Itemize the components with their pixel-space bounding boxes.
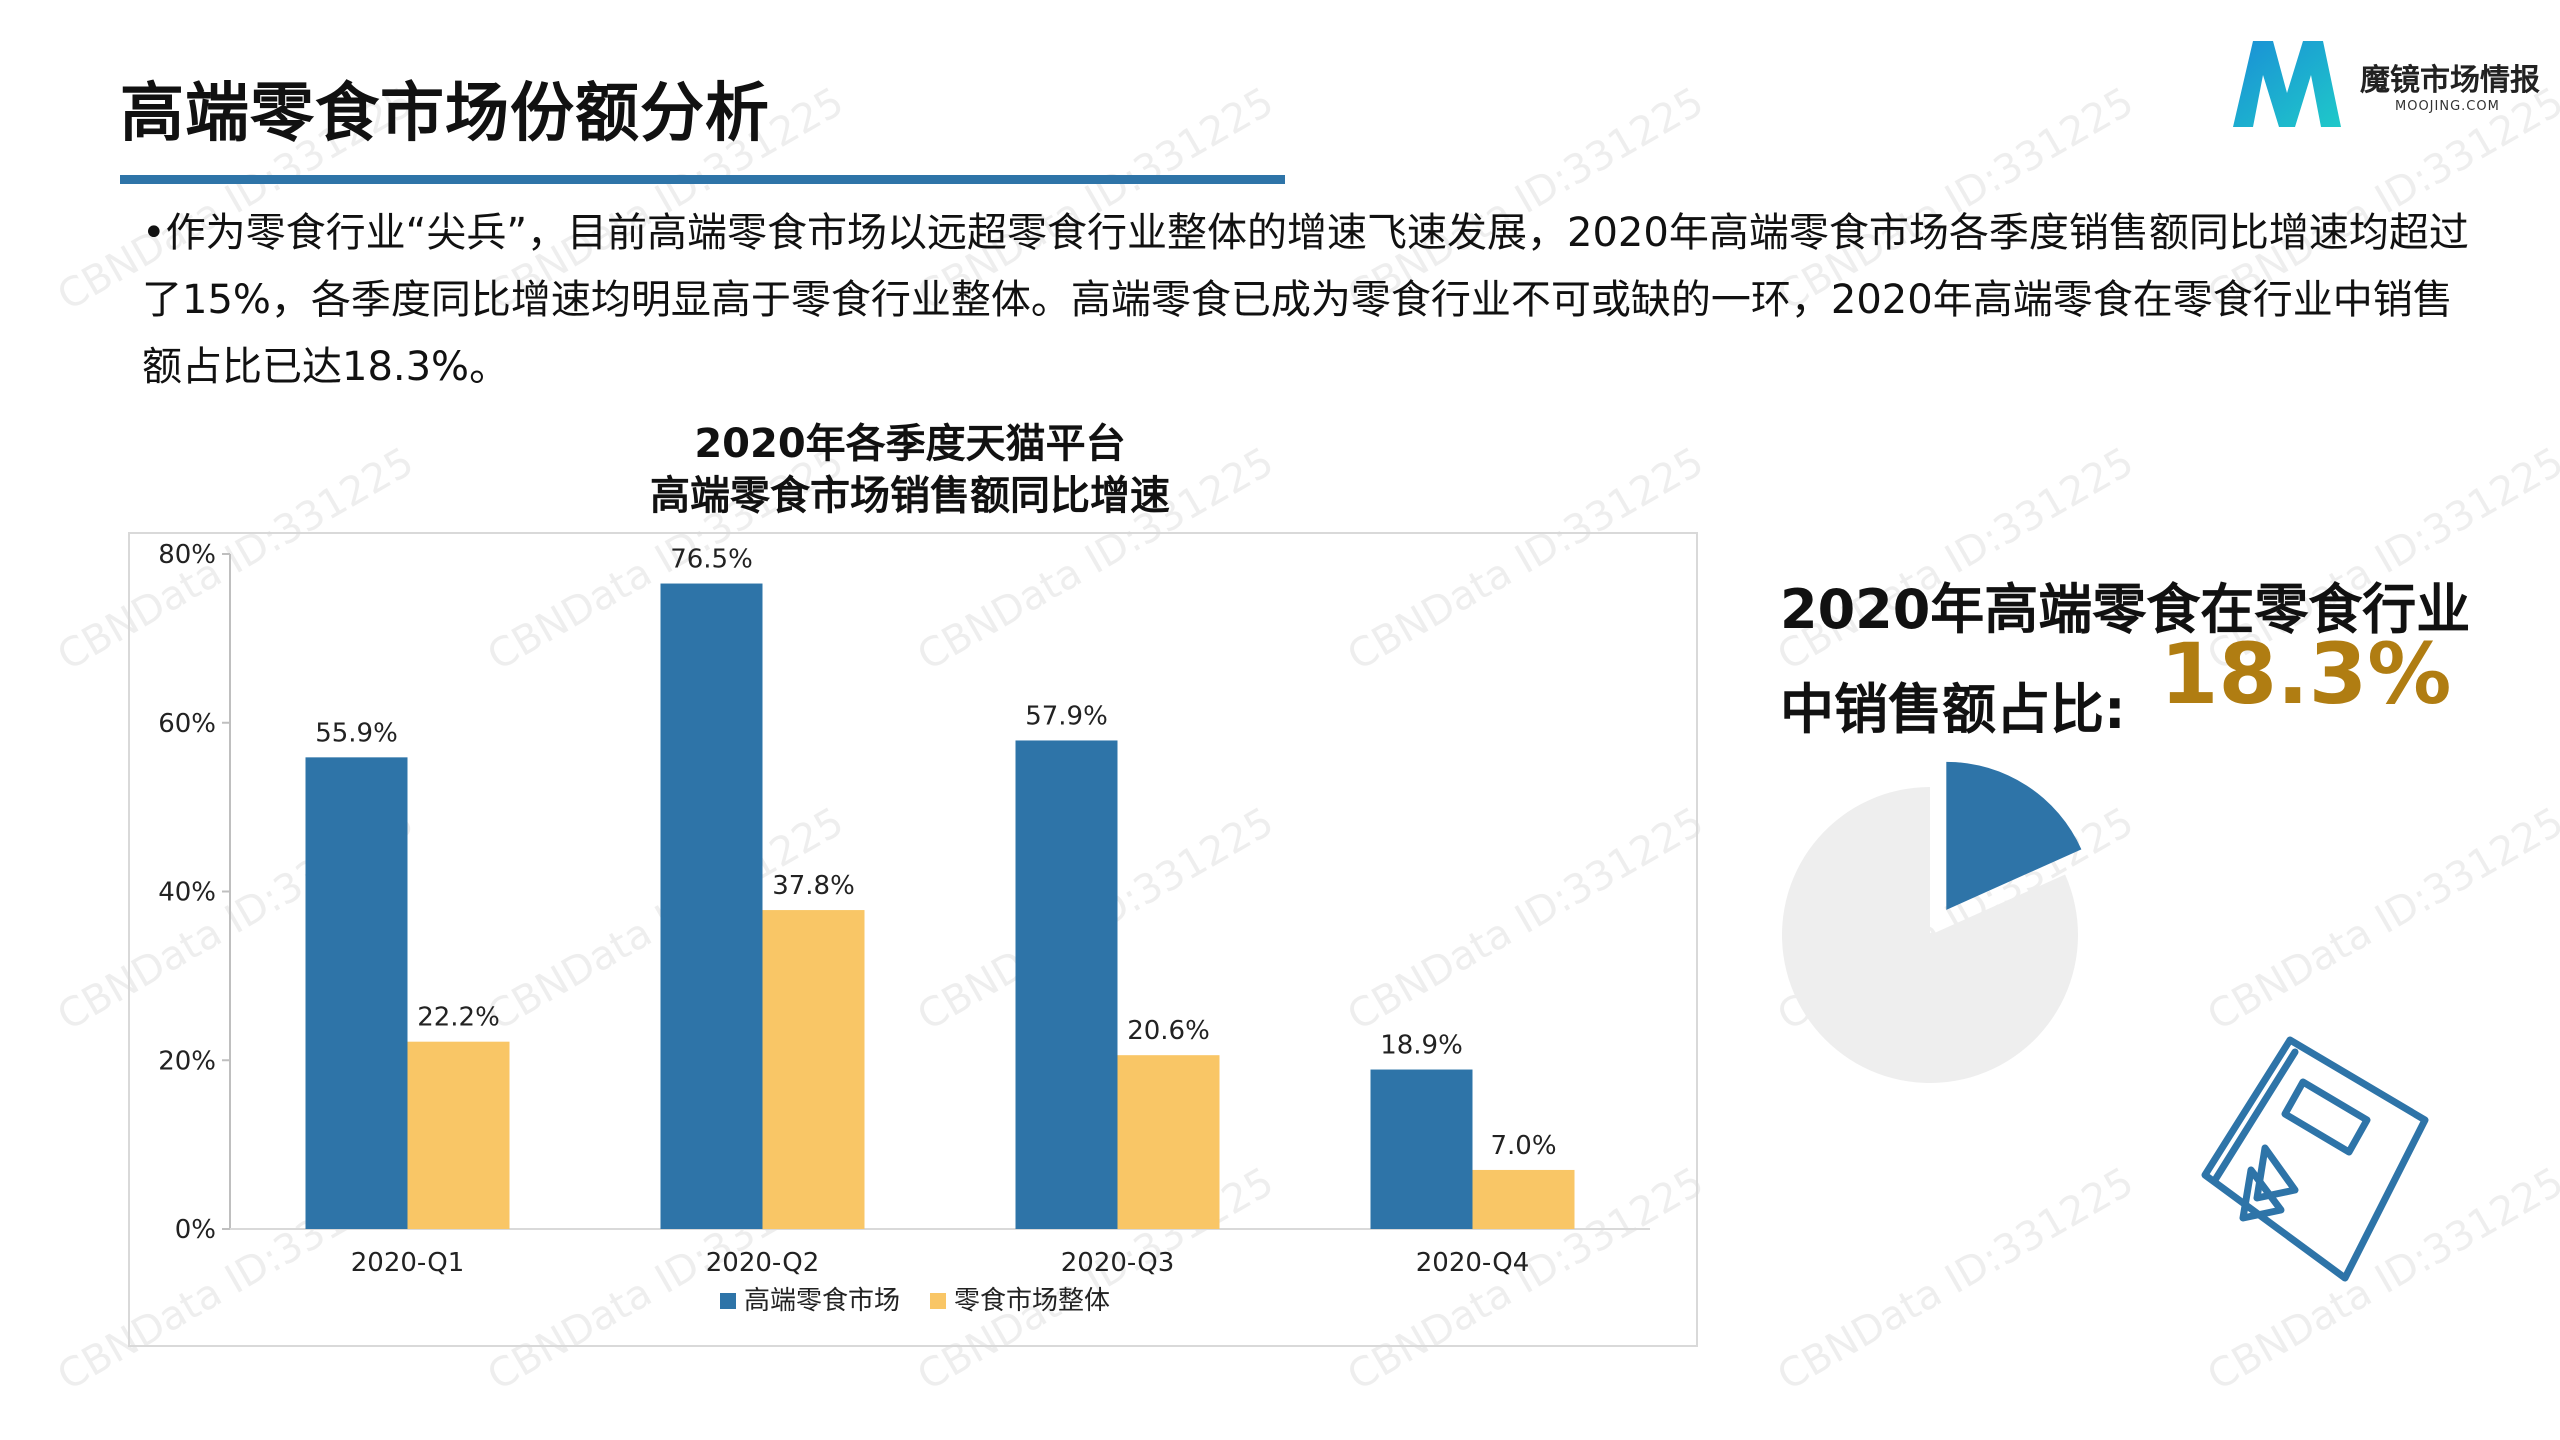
watermark-text: CBNData ID:331225 (2200, 798, 2560, 1040)
bar-premium-2020-Q3 (1015, 740, 1118, 1229)
data-label: 18.9% (1380, 1031, 1463, 1061)
page-title: 高端零食市场份额分析 (120, 77, 770, 151)
legend-swatch (930, 1293, 946, 1309)
bar-chart: 0% 20% 40% 60% 80% 55.9% 22.2% 2020-Q1 76.5% 37.8… (158, 540, 1650, 1316)
x-tick-label: 2020-Q4 (1416, 1248, 1530, 1278)
data-label: 76.5% (670, 545, 753, 575)
legend-label: 零食市场整体 (954, 1286, 1110, 1316)
share-caption-line-2: 中销售额占比: (1780, 678, 2126, 741)
legend-swatch (720, 1293, 736, 1309)
bar-overall-2020-Q3 (1117, 1055, 1220, 1229)
pie-slice-other (1782, 787, 2078, 1083)
x-tick-label: 2020-Q1 (351, 1248, 465, 1278)
bar-overall-2020-Q2 (762, 910, 865, 1229)
legend-label: 高端零食市场 (744, 1286, 900, 1316)
share-caption-line-1: 2020年高端零食在零食行业 (1780, 578, 2471, 641)
y-tick-label: 40% (158, 878, 216, 908)
y-tick-label: 20% (158, 1046, 216, 1076)
intro-paragraph: •作为零食行业“尖兵”，目前高端零食市场以远超零食行业整体的增速飞速发展，202… (142, 210, 2469, 390)
data-label: 7.0% (1490, 1131, 1556, 1161)
x-tick-label: 2020-Q3 (1061, 1248, 1175, 1278)
watermark-text: CBNData ID:331225 (1770, 1158, 2142, 1400)
y-tick-label: 60% (158, 709, 216, 739)
share-pie-chart (1782, 761, 2082, 1083)
data-label: 37.8% (772, 871, 855, 901)
data-label: 55.9% (315, 718, 398, 748)
y-tick-label: 0% (175, 1215, 216, 1245)
bar-overall-2020-Q4 (1472, 1169, 1575, 1229)
chart-title-line-2: 高端零食市场销售额同比增速 (650, 473, 1170, 519)
title-underline (120, 175, 1285, 184)
data-label: 22.2% (417, 1003, 500, 1033)
bar-premium-2020-Q1 (305, 757, 408, 1229)
document-play-icon (2201, 1036, 2429, 1282)
bar-overall-2020-Q1 (407, 1041, 510, 1229)
chart-title: 2020年各季度天猫平台 高端零食市场销售额同比增速 (560, 418, 1260, 522)
share-caption: 2020年高端零食在零食行业 中销售额占比: (1780, 560, 2540, 760)
data-label: 20.6% (1127, 1016, 1210, 1046)
bar-chart-frame: 0% 20% 40% 60% 80% 55.9% 22.2% 2020-Q1 76.5% 37.8… (128, 532, 1698, 1347)
logo-name: 魔镜市场情报 (2360, 63, 2540, 98)
bar-premium-2020-Q4 (1370, 1069, 1473, 1229)
moojing-logo-icon (2233, 41, 2341, 127)
x-tick-label: 2020-Q2 (706, 1248, 820, 1278)
logo-subtitle: MOOJING.COM (2395, 99, 2500, 114)
brand-logo: 魔镜市场情报 MOOJING.COM (2225, 35, 2545, 145)
bar-premium-2020-Q2 (660, 583, 763, 1229)
y-tick-label: 80% (158, 540, 216, 570)
chart-title-line-1: 2020年各季度天猫平台 (694, 421, 1126, 467)
data-label: 57.9% (1025, 701, 1108, 731)
share-value: 18.3% (2160, 625, 2452, 723)
pie-slice-premium (1946, 761, 2082, 910)
